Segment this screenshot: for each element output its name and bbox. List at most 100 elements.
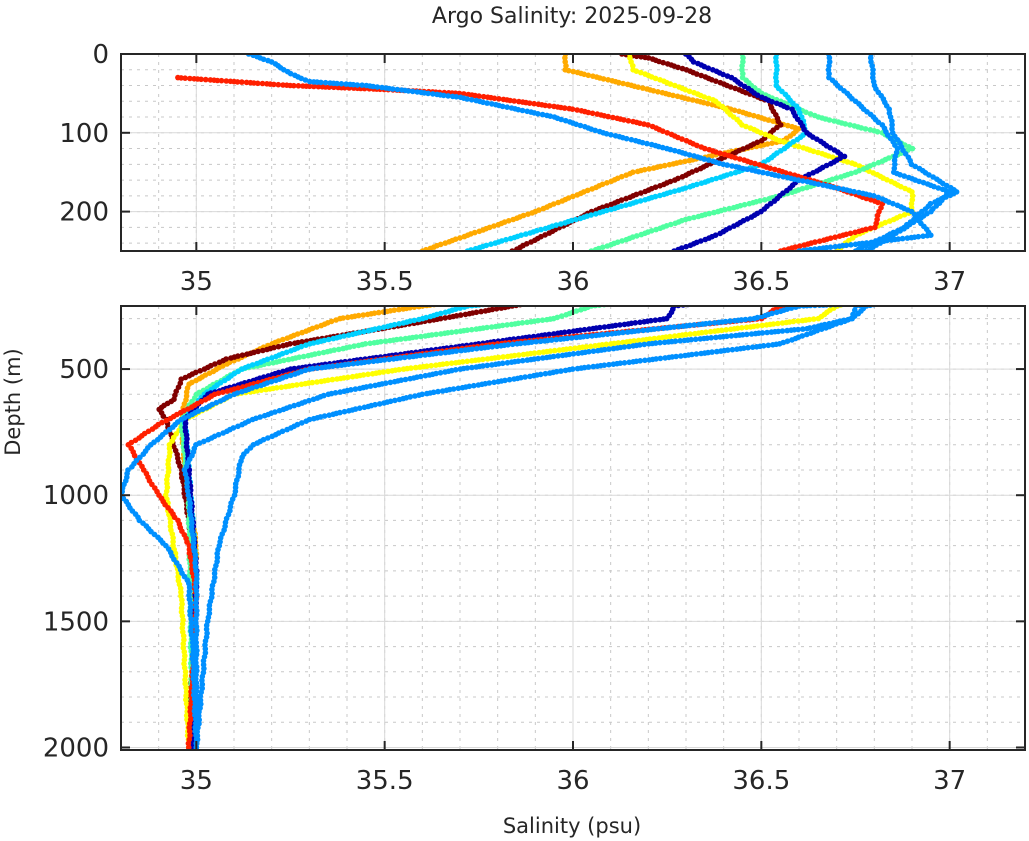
data-point — [884, 177, 890, 183]
data-point — [701, 94, 708, 100]
data-point — [536, 349, 542, 356]
data-point — [589, 186, 595, 192]
data-point — [202, 646, 209, 652]
data-point — [291, 82, 297, 89]
data-point — [691, 214, 697, 221]
data-point — [508, 321, 515, 328]
data-point — [728, 326, 734, 333]
data-point — [307, 366, 313, 372]
data-point — [713, 78, 719, 84]
data-point — [221, 377, 228, 384]
data-point — [727, 84, 734, 90]
data-point — [464, 96, 471, 102]
data-point — [747, 316, 753, 322]
data-point — [287, 70, 294, 77]
x-tick-label: 36 — [556, 267, 589, 297]
data-point — [826, 117, 833, 123]
data-point — [630, 343, 636, 349]
data-point — [608, 206, 614, 213]
data-point — [799, 317, 806, 324]
data-point — [400, 320, 407, 326]
series-profile-darkblue — [671, 54, 848, 251]
y-tick-label: 200 — [59, 198, 109, 228]
data-point — [202, 397, 209, 403]
data-point — [468, 97, 475, 103]
data-point — [675, 64, 681, 71]
data-point — [728, 333, 735, 339]
data-point — [812, 246, 818, 251]
data-point — [387, 379, 394, 386]
data-point — [619, 238, 625, 244]
data-point — [220, 430, 226, 436]
data-point — [832, 234, 838, 240]
data-point — [504, 353, 511, 360]
data-point — [433, 362, 439, 369]
data-point — [935, 185, 942, 191]
data-point — [422, 372, 429, 379]
data-point — [637, 319, 643, 326]
data-point — [187, 500, 193, 507]
data-point — [729, 346, 736, 353]
data-point — [897, 172, 903, 178]
data-point — [396, 321, 402, 327]
data-point — [744, 166, 751, 173]
data-point — [346, 408, 352, 414]
data-point — [319, 364, 325, 371]
data-point — [376, 401, 383, 407]
data-point — [692, 330, 698, 337]
data-point — [295, 83, 302, 89]
data-point — [746, 200, 753, 207]
data-point — [570, 351, 577, 357]
data-point — [442, 240, 449, 246]
data-point — [491, 379, 497, 386]
data-point — [867, 225, 874, 232]
data-point — [183, 712, 190, 719]
data-point — [901, 212, 908, 218]
data-point — [642, 357, 648, 364]
data-point — [784, 327, 790, 334]
data-point — [706, 157, 712, 163]
data-point — [457, 235, 463, 241]
data-point — [637, 198, 644, 204]
data-point — [815, 149, 821, 156]
data-point — [772, 166, 778, 173]
data-point — [201, 366, 208, 372]
data-point — [381, 324, 387, 331]
data-point — [558, 313, 565, 319]
data-point — [334, 362, 341, 369]
data-point — [473, 345, 480, 352]
x-tick-label: 35.5 — [356, 766, 414, 796]
data-point — [370, 358, 377, 365]
data-point — [763, 322, 770, 328]
data-point — [603, 341, 610, 348]
data-point — [446, 314, 453, 321]
data-point — [683, 243, 689, 250]
data-point — [330, 335, 337, 342]
data-point — [318, 378, 325, 385]
data-point — [235, 423, 241, 430]
data-point — [717, 334, 723, 340]
data-point — [608, 132, 614, 138]
data-point — [589, 110, 596, 117]
data-point — [476, 93, 482, 99]
data-point — [292, 371, 298, 377]
data-point — [661, 339, 668, 346]
data-point — [531, 100, 537, 107]
data-point — [775, 320, 781, 327]
data-point — [318, 322, 325, 329]
data-point — [412, 364, 419, 371]
data-point — [787, 256, 793, 262]
data-point — [740, 55, 746, 61]
data-point — [561, 105, 568, 111]
data-point — [546, 331, 552, 338]
data-point — [572, 345, 578, 352]
y-tick-label: 0 — [92, 40, 109, 70]
data-point — [314, 324, 320, 330]
data-point — [462, 347, 469, 353]
data-point — [428, 362, 435, 369]
data-point — [768, 329, 775, 335]
data-point — [744, 331, 750, 338]
data-point — [733, 332, 739, 339]
data-point — [396, 396, 403, 403]
data-point — [773, 55, 779, 61]
